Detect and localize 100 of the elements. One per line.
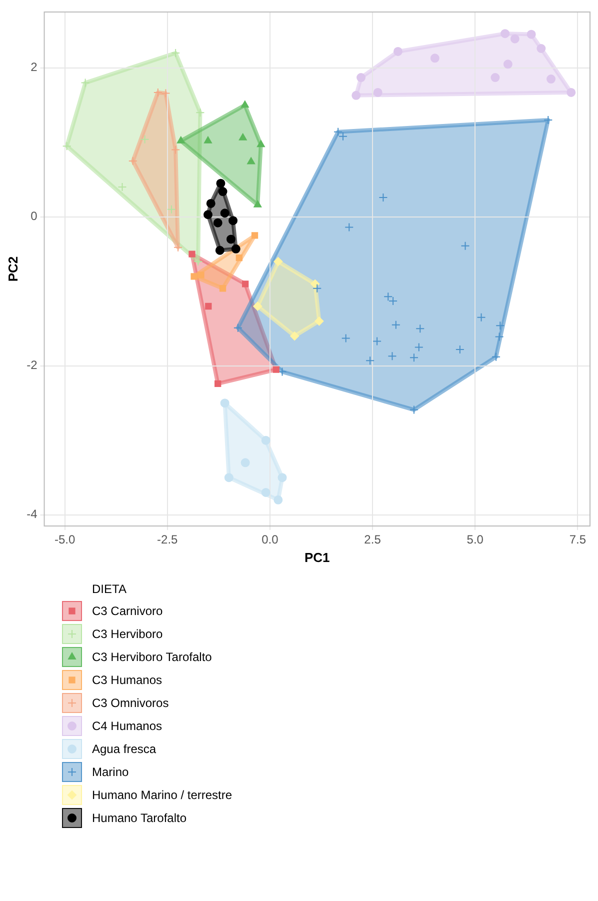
point xyxy=(174,242,183,252)
point xyxy=(409,405,418,414)
legend-label: C3 Herviboro Tarofalto xyxy=(92,650,212,664)
point xyxy=(272,366,280,373)
x-tick-label: -5.0 xyxy=(54,532,76,547)
point xyxy=(356,73,366,82)
point xyxy=(414,342,424,352)
point xyxy=(290,332,300,341)
point xyxy=(503,60,512,69)
point xyxy=(118,182,127,192)
y-tick-label: 0 xyxy=(30,209,38,224)
point xyxy=(496,321,505,330)
point xyxy=(546,74,556,84)
point xyxy=(366,356,375,366)
point xyxy=(233,323,242,332)
point xyxy=(378,192,388,202)
x-axis-title: PC1 xyxy=(304,550,330,565)
point xyxy=(500,29,510,38)
point xyxy=(196,108,205,118)
point xyxy=(166,204,176,214)
point xyxy=(372,336,382,346)
point xyxy=(240,458,250,468)
legend-label: C3 Humanos xyxy=(92,672,162,686)
point xyxy=(430,54,440,63)
point xyxy=(220,208,230,218)
y-tick-label: 2 xyxy=(30,60,38,74)
point xyxy=(247,157,256,164)
point xyxy=(494,332,504,342)
point xyxy=(352,90,361,100)
point xyxy=(526,30,536,39)
legend-label: C3 Carnivoro xyxy=(92,604,163,618)
point xyxy=(455,344,464,354)
point xyxy=(190,273,198,280)
point xyxy=(214,380,222,388)
point xyxy=(203,210,212,220)
legend-label: Agua fresca xyxy=(92,742,156,756)
x-tick-label: -2.5 xyxy=(157,532,178,547)
point xyxy=(492,352,501,362)
point xyxy=(253,302,262,311)
x-tick-label: 2.5 xyxy=(364,532,382,547)
x-tick-label: 0.0 xyxy=(262,532,279,547)
point xyxy=(80,78,90,88)
point xyxy=(216,178,226,188)
point xyxy=(176,136,185,144)
point xyxy=(416,324,425,334)
point xyxy=(220,398,230,408)
legend-title: DIETA xyxy=(92,582,128,596)
legend-label: C3 Omnivoros xyxy=(92,696,169,710)
point xyxy=(219,285,226,292)
point xyxy=(566,88,576,97)
point xyxy=(226,234,236,244)
point xyxy=(310,279,320,288)
point xyxy=(344,222,354,232)
legend-label: Humano Tarofalto xyxy=(92,810,186,824)
point xyxy=(140,134,150,144)
point xyxy=(490,73,500,82)
point xyxy=(256,140,265,148)
point xyxy=(204,136,212,144)
point xyxy=(391,320,400,330)
point xyxy=(206,198,216,208)
point xyxy=(228,216,238,226)
point xyxy=(460,241,470,250)
point xyxy=(254,200,262,208)
x-tick-label: 7.5 xyxy=(569,532,586,547)
point xyxy=(393,46,402,56)
y-axis-title: PC2 xyxy=(5,256,20,282)
point xyxy=(171,145,180,154)
legend-label: Humano Marino / terrestre xyxy=(92,788,232,802)
point xyxy=(128,156,138,166)
point xyxy=(312,284,322,293)
point xyxy=(62,142,72,151)
point xyxy=(213,218,222,228)
point xyxy=(544,116,553,125)
legend-label: C3 Herviboro xyxy=(92,626,163,640)
point xyxy=(171,48,180,58)
point xyxy=(238,133,247,140)
point xyxy=(188,250,196,258)
point xyxy=(261,436,270,445)
point xyxy=(510,34,520,44)
y-tick-label: -2 xyxy=(26,358,38,372)
point xyxy=(274,495,283,504)
point xyxy=(373,88,382,97)
point xyxy=(476,312,486,322)
point xyxy=(194,257,203,266)
point xyxy=(341,334,350,343)
point xyxy=(242,280,249,288)
point xyxy=(278,473,287,482)
point xyxy=(205,302,212,310)
point xyxy=(198,272,204,278)
point xyxy=(153,88,162,97)
point xyxy=(231,244,240,254)
point xyxy=(274,257,283,266)
point xyxy=(314,316,324,326)
legend-label: Marino xyxy=(92,764,129,778)
point xyxy=(215,246,224,255)
point xyxy=(409,353,418,362)
y-tick-label: -4 xyxy=(26,507,38,522)
point xyxy=(218,187,228,196)
point xyxy=(261,488,270,497)
legend-label: C4 Humanos xyxy=(92,718,162,732)
